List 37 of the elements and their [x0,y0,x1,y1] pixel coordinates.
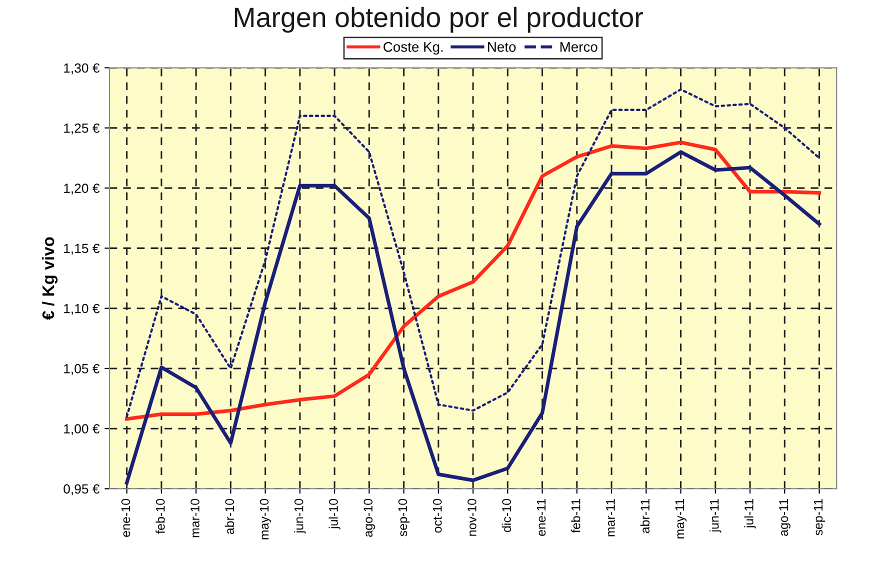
y-tick-label: 1,30 € [64,63,100,74]
x-tick-label: mar-10 [190,498,200,538]
x-tick-label: feb-10 [156,498,165,534]
x-tick-label: sep-11 [814,499,826,536]
y-tick-label: 1,10 € [64,304,100,315]
x-tick-label: jul-10 [328,498,340,530]
legend-label: Merco [560,42,598,52]
y-tick-label: 1,05 € [64,364,100,375]
x-tick-label: ago-11 [779,499,790,536]
line-series [125,150,822,485]
line-series [126,88,820,418]
x-tick-label: feb-11 [571,499,580,533]
y-tick-label: 1,15 € [64,244,100,255]
x-tick-label: jun-11 [710,499,722,533]
y-tick-label: 1,00 € [64,424,100,436]
x-tick-label: abr-10 [224,498,234,534]
legend-label: Neto [488,42,516,52]
y-tick-label: 0,95 € [64,484,100,496]
x-tick-label: may-10 [260,498,272,540]
x-tick-label: abr-11 [640,499,650,534]
x-tick-label: sep-10 [398,498,410,536]
x-tick-label: ene-11 [536,499,546,536]
x-tick-label: ago-10 [364,498,375,537]
line-series [125,140,822,421]
x-tick-label: dic-10 [502,498,512,532]
y-tick-label: 1,20 € [64,184,100,195]
y-tick-label: 1,25 € [64,124,100,134]
x-tick-label: mar-11 [606,499,615,536]
x-tick-label: ene-10 [121,498,130,537]
x-tick-label: jun-10 [294,498,306,534]
chart-title: Margen obtenido por el productor [234,6,643,33]
x-tick-label: oct-10 [432,498,442,533]
x-tick-label: jul-11 [744,499,756,528]
x-tick-label: may-11 [675,499,687,538]
x-tick-label: nov-10 [468,498,476,536]
legend-label: Coste Kg. [384,42,443,55]
y-axis-title: € / Kg vivo [42,237,58,320]
